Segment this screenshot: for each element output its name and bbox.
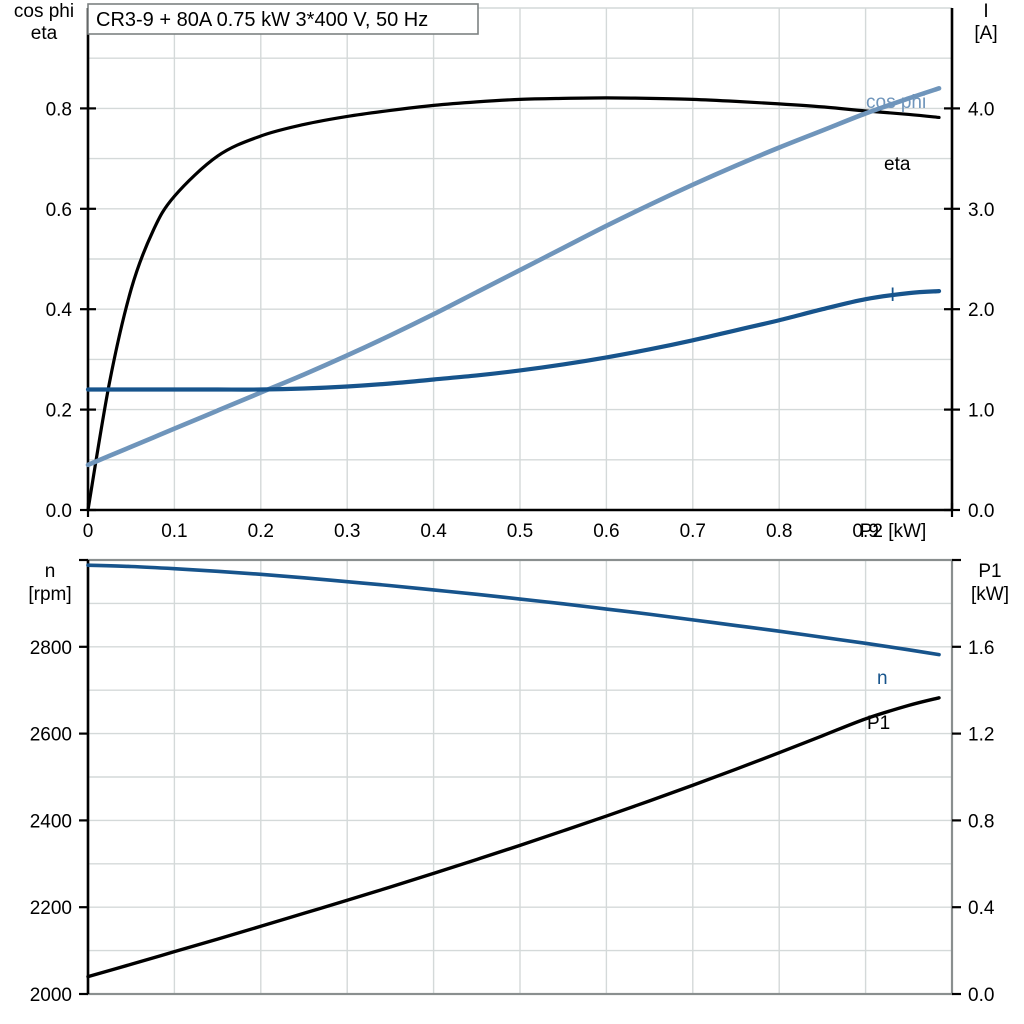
bottom-right-tick-label: 1.6 [968, 638, 994, 659]
current-curve-label: I [890, 285, 895, 306]
pump-motor-performance-chart: cos phi eta I [A] P2 [kW] 0.00.20.40.60.… [0, 0, 1024, 1024]
bottom-left-tick-label: 2400 [30, 811, 72, 832]
bottom-left-axis-title-line1: n [45, 561, 56, 582]
top-left-axis-title-line1: cos phi [14, 1, 74, 22]
top-left-tick-label: 0.6 [46, 200, 72, 221]
eta-curve [88, 98, 939, 510]
bottom-right-axis-title-line1: P1 [978, 561, 1001, 582]
speed-curve [88, 565, 939, 654]
p1-curve-label: P1 [867, 713, 890, 734]
top-left-tick-label: 0.2 [46, 401, 72, 422]
bottom-left-axis-title-line2: [rpm] [28, 584, 71, 605]
top-x-tick-label: 0.3 [334, 521, 360, 542]
cos-phi-curve [88, 88, 939, 465]
top-right-axis-title-line2: [A] [974, 23, 997, 44]
bottom-chart: n [rpm] P1 [kW] 2000 2200 2400 2600 2800 0.0 0… [28, 560, 1009, 1006]
top-right-tick-label: 3.0 [968, 200, 994, 221]
top-x-tick-label: 0.5 [507, 521, 533, 542]
p1-curve [88, 698, 939, 977]
top-x-tick-label: 0 [83, 521, 94, 542]
bottom-left-tick-label: 2000 [30, 985, 72, 1006]
bottom-right-tick-label: 0.0 [968, 985, 994, 1006]
top-x-tick-label: 0.4 [420, 521, 447, 542]
chart-page: cos phi eta I [A] P2 [kW] 0.00.20.40.60.… [0, 0, 1024, 1024]
bottom-left-tick-label: 2800 [30, 638, 72, 659]
top-right-tick-label: 2.0 [968, 300, 994, 321]
top-x-tick-label: 0.1 [161, 521, 187, 542]
bottom-right-axis-title-line2: [kW] [971, 584, 1009, 605]
speed-curve-label: n [877, 668, 888, 689]
top-x-tick-label: 0.9 [852, 521, 878, 542]
top-left-tick-label: 0.4 [46, 300, 73, 321]
top-right-tick-label: 4.0 [968, 99, 994, 120]
chart-title: CR3-9 + 80A 0.75 kW 3*400 V, 50 Hz [96, 9, 428, 31]
top-x-tick-label: 0.8 [766, 521, 792, 542]
top-left-axis-title-line2: eta [31, 23, 58, 44]
top-left-tick-label: 0.8 [46, 99, 72, 120]
top-right-tick-label: 1.0 [968, 401, 994, 422]
top-left-tick-label: 0.0 [46, 501, 72, 522]
top-x-tick-label: 0.6 [593, 521, 619, 542]
top-chart: cos phi eta I [A] P2 [kW] 0.00.20.40.60.… [14, 1, 998, 542]
cos-phi-curve-label: cos phi [866, 92, 926, 113]
bottom-right-tick-label: 1.2 [968, 725, 994, 746]
bottom-left-tick-label: 2200 [30, 898, 72, 919]
top-right-axis-title-line1: I [983, 1, 988, 22]
top-right-tick-label: 0.0 [968, 501, 994, 522]
bottom-left-tick-label: 2600 [30, 725, 72, 746]
top-x-tick-label: 0.7 [680, 521, 706, 542]
bottom-right-tick-label: 0.4 [968, 898, 995, 919]
eta-curve-label: eta [884, 154, 911, 175]
bottom-chart-gridlines [88, 560, 952, 994]
top-chart-gridlines [88, 8, 952, 510]
bottom-right-tick-label: 0.8 [968, 811, 994, 832]
top-x-tick-label: 0.2 [248, 521, 274, 542]
current-curve [88, 291, 939, 389]
